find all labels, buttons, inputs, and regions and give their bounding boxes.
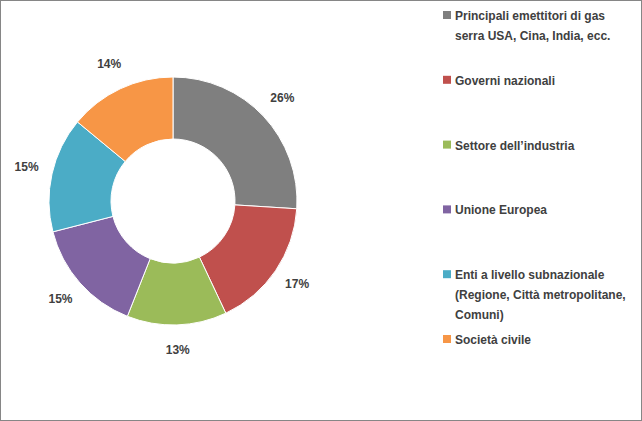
legend-label: Società civile <box>455 333 531 347</box>
legend-swatch <box>443 11 451 19</box>
legend-item: Enti a livello subnazionale (Regione, Cit… <box>443 268 626 322</box>
data-label: 15% <box>48 292 72 306</box>
legend-label: Enti a livello subnazionale (Regione, Cit… <box>455 268 626 322</box>
legend-label-line: Enti a livello subnazionale <box>455 268 605 282</box>
legend-label-line: (Regione, Città metropolitane, <box>455 288 626 302</box>
legend-item: Società civile <box>443 333 531 347</box>
legend-item: Governi nazionali <box>443 74 555 88</box>
legend-label-line: Principali emettitori di gas <box>455 9 605 23</box>
donut <box>49 77 297 325</box>
legend-item: Principali emettitori di gas serra USA, C… <box>443 9 610 43</box>
legend-item: Unione Europea <box>443 203 547 217</box>
slice <box>173 77 297 209</box>
data-labels: 26% 17% 13% 15% 15% 14% <box>15 57 310 357</box>
legend-label-line: Governi nazionali <box>455 74 555 88</box>
data-label: 26% <box>270 90 294 104</box>
legend-label-line: serra USA, Cina, India, ecc. <box>455 29 610 43</box>
chart-frame <box>1 1 642 421</box>
legend-label-line: Società civile <box>455 333 531 347</box>
legend-label: Principali emettitori di gas serra USA, C… <box>455 9 610 43</box>
data-label: 17% <box>285 277 309 291</box>
legend: Principali emettitori di gas serra USA, C… <box>443 9 626 347</box>
legend-swatch <box>443 76 451 84</box>
legend-label: Unione Europea <box>455 203 547 217</box>
legend-label-line: Comuni) <box>455 308 504 322</box>
data-label: 14% <box>97 57 121 71</box>
legend-swatch <box>443 335 451 343</box>
legend-label-line: Unione Europea <box>455 203 547 217</box>
data-label: 15% <box>15 160 39 174</box>
chart: 26% 17% 13% 15% 15% 14% Principali emettitori … <box>0 0 642 421</box>
legend-swatch <box>443 270 451 278</box>
legend-label: Settore dell’industria <box>455 139 575 153</box>
legend-swatch <box>443 205 451 213</box>
data-label: 13% <box>166 343 190 357</box>
slice <box>77 77 173 161</box>
legend-swatch <box>443 141 451 149</box>
legend-label-line: Settore dell’industria <box>455 139 575 153</box>
legend-item: Settore dell’industria <box>443 139 575 153</box>
legend-label: Governi nazionali <box>455 74 555 88</box>
